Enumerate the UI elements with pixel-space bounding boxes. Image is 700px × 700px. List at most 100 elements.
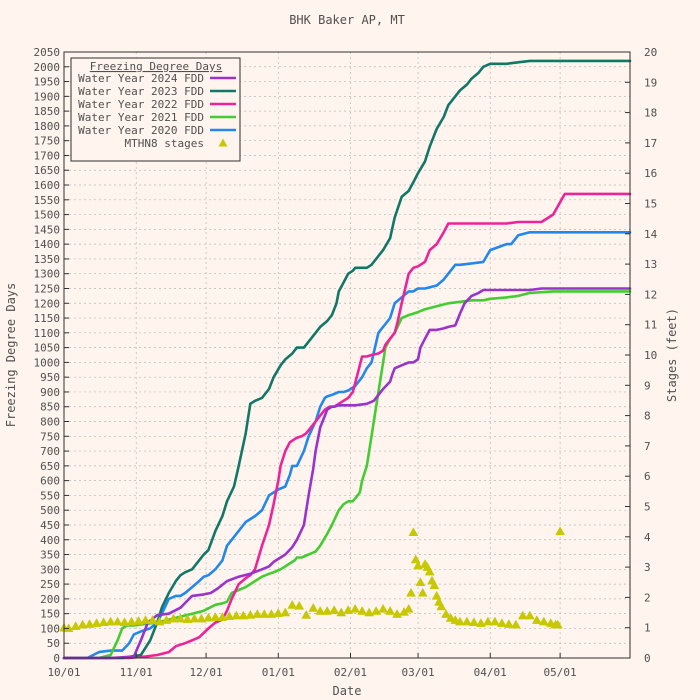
stage-marker: [403, 603, 414, 613]
y-tick-label: 1400: [34, 238, 61, 251]
y2-tick-label: 10: [644, 349, 657, 362]
y-tick-label: 1600: [34, 179, 61, 192]
stage-marker: [112, 616, 123, 626]
y-tick-label: 1700: [34, 149, 61, 162]
y-tick-label: 700: [40, 445, 60, 458]
stage-marker: [336, 607, 347, 617]
series-line-wy2020: [62, 231, 632, 660]
y2-tick-label: 2: [644, 591, 651, 604]
stage-marker: [555, 526, 566, 536]
stage-marker: [287, 599, 298, 609]
stage-marker: [385, 606, 396, 615]
stage-marker: [413, 560, 423, 570]
y-tick-label: 1500: [34, 209, 61, 222]
x-tick-label: 02/01: [334, 666, 367, 679]
y-tick-label: 900: [40, 386, 60, 399]
legend-label-wy2024: Water Year 2024 FDD: [78, 72, 204, 85]
stage-marker: [203, 612, 214, 622]
stage-marker: [105, 616, 116, 626]
y-tick-label: 400: [40, 534, 60, 547]
stage-marker: [259, 609, 270, 618]
y2-tick-label: 16: [644, 167, 657, 180]
legend-label-wy2020: Water Year 2020 FDD: [78, 124, 204, 137]
legend-label-wy2023: Water Year 2023 FDD: [78, 85, 204, 98]
stage-marker: [91, 618, 102, 627]
stage-marker: [469, 617, 479, 626]
stage-marker: [126, 616, 137, 626]
stage-marker: [140, 615, 151, 624]
y-tick-label: 0: [53, 652, 60, 665]
stage-marker: [217, 612, 228, 621]
y-tick-label: 100: [40, 622, 60, 635]
stage-marker: [147, 615, 158, 624]
x-tick-label: 05/01: [544, 666, 577, 679]
stage-marker: [189, 613, 200, 623]
stage-marker: [224, 611, 235, 620]
y-tick-label: 1100: [34, 327, 61, 340]
x-tick-label: 12/01: [190, 666, 223, 679]
stage-marker: [322, 606, 333, 615]
y2-tick-label: 13: [644, 258, 657, 271]
x-tick-label: 04/01: [474, 666, 507, 679]
y-tick-label: 950: [40, 371, 60, 384]
stage-marker: [84, 619, 95, 628]
y2-tick-label: 9: [644, 379, 651, 392]
series-line-wy2024: [62, 287, 632, 660]
tick-labels: 0501001502002503003504004505005506006507…: [34, 46, 658, 679]
y-tick-label: 1050: [34, 342, 61, 355]
y-tick-label: 1450: [34, 223, 61, 236]
y2-axis-label: Stages (feet): [665, 308, 679, 402]
y-tick-label: 2050: [34, 46, 61, 59]
stage-marker: [133, 616, 144, 625]
x-tick-label: 01/01: [262, 666, 295, 679]
series-line-wy2021: [62, 290, 632, 660]
stage-marker: [415, 577, 426, 586]
legend-swatch-stages: [218, 138, 228, 147]
stage-marker: [503, 619, 514, 628]
y-tick-label: 1200: [34, 297, 61, 310]
y-tick-label: 150: [40, 608, 60, 621]
y-tick-label: 1800: [34, 120, 61, 133]
chart-title: BHK Baker AP, MT: [289, 13, 405, 27]
y2-tick-label: 11: [644, 319, 657, 332]
y-tick-label: 650: [40, 460, 60, 473]
y2-tick-label: 15: [644, 198, 657, 211]
stage-marker: [238, 610, 249, 620]
stage-marker: [329, 605, 340, 614]
stage-marker: [175, 613, 186, 623]
y2-tick-label: 1: [644, 622, 651, 635]
stage-marker: [196, 613, 207, 623]
y2-tick-label: 4: [644, 531, 651, 544]
y-tick-label: 200: [40, 593, 60, 606]
stage-marker: [294, 600, 305, 610]
stage-marker: [182, 614, 193, 623]
stage-marker: [408, 527, 419, 537]
y2-tick-label: 18: [644, 107, 657, 120]
y-tick-label: 1300: [34, 268, 61, 281]
y-tick-label: 1250: [34, 282, 61, 295]
legend-box: [70, 57, 241, 162]
stage-marker: [510, 619, 521, 629]
y-tick-label: 1350: [34, 253, 61, 266]
stage-marker: [517, 610, 528, 620]
stage-marker: [168, 613, 179, 623]
series-line-wy2023: [62, 59, 632, 660]
y-tick-label: 350: [40, 549, 60, 562]
stage-marker: [462, 616, 472, 626]
y2-tick-label: 12: [644, 288, 657, 301]
y2-tick-label: 17: [644, 137, 657, 150]
y2-tick-label: 19: [644, 76, 657, 89]
x-tick-label: 03/01: [401, 666, 434, 679]
stage-marker: [210, 612, 221, 621]
y-axis-label: Freezing Degree Days: [4, 283, 18, 428]
y-tick-label: 50: [47, 637, 60, 650]
stage-marker: [343, 605, 354, 614]
stage-marker: [273, 608, 284, 617]
stage-marker: [315, 606, 326, 615]
y-tick-label: 1900: [34, 90, 61, 103]
y2-tick-label: 20: [644, 46, 657, 59]
stage-marker: [496, 618, 507, 627]
x-tick-label: 11/01: [120, 666, 153, 679]
